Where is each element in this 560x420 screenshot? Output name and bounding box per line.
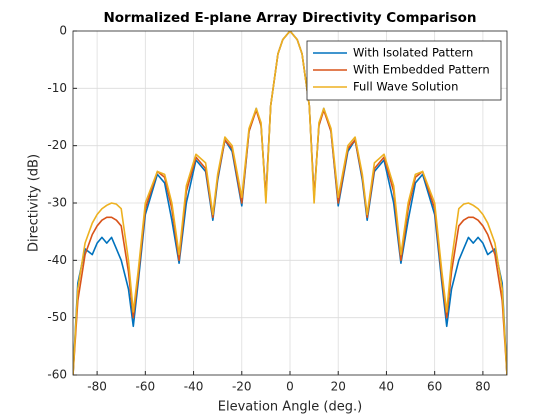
axes-box [72,30,508,376]
x-tick-label: 20 [331,380,346,394]
x-tick-label: 40 [379,380,394,394]
x-tick-label: -40 [184,380,204,394]
y-tick-label: -60 [47,368,67,382]
x-tick-label: 60 [427,380,442,394]
x-axis-label: Elevation Angle (deg.) [218,400,362,415]
y-tick-label: -40 [47,253,67,267]
legend-label: With Isolated Pattern [353,46,473,60]
series-line [73,31,507,375]
y-tick-label: -50 [47,310,67,324]
x-tick-label: 80 [475,380,490,394]
y-axis-label: Directivity (dB) [27,154,42,252]
x-tick-label: -20 [232,380,252,394]
x-tick-label: -60 [136,380,156,394]
series-line [73,31,507,375]
x-tick-label: 0 [286,380,294,394]
legend-label: Full Wave Solution [353,80,458,94]
series-line [73,31,507,375]
legend-label: With Embedded Pattern [353,63,490,77]
y-tick-label: -10 [47,81,67,95]
y-tick-label: -20 [47,138,67,152]
y-tick-label: 0 [59,24,67,38]
x-tick-label: -80 [87,380,107,394]
y-tick-label: -30 [47,196,67,210]
chart-title: Normalized E-plane Array Directivity Com… [103,10,476,26]
plot-lines [73,31,507,375]
